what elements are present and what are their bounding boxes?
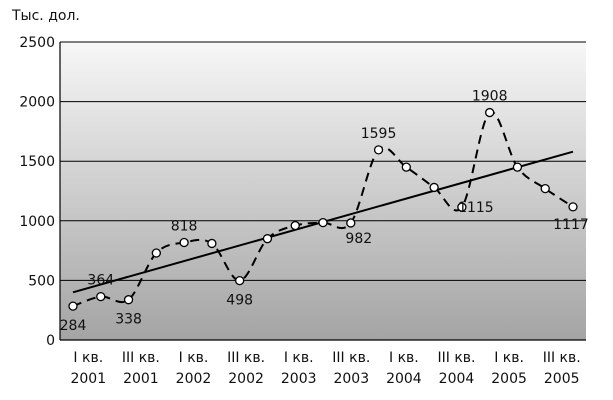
data-point [179, 237, 189, 248]
y-axis-ticks: 0 500 1000 1500 2000 2500 [19, 35, 55, 349]
x-tick-label: III кв. [332, 350, 370, 366]
data-label: 1115 [458, 200, 494, 216]
x-tick-label: I кв. [389, 350, 419, 366]
data-point [96, 291, 106, 302]
data-label: 498 [226, 293, 253, 309]
data-label: 1908 [472, 89, 508, 105]
x-tick-label: 2003 [281, 371, 317, 387]
y-tick-label: 2000 [19, 95, 55, 111]
x-tick-label: III кв. [227, 350, 265, 366]
data-point [512, 162, 523, 172]
data-label: 1117 [553, 217, 589, 233]
y-tick-label: 1500 [19, 154, 55, 170]
grid-lines [59, 41, 586, 341]
x-tick-label: 2002 [228, 371, 264, 387]
data-point [457, 202, 467, 212]
x-tick-label: 2002 [176, 371, 212, 387]
data-point [540, 183, 550, 194]
x-tick-label: 2004 [439, 371, 475, 387]
data-series [68, 107, 578, 311]
data-label: 818 [171, 218, 198, 234]
x-tick-label: 2005 [491, 371, 527, 387]
data-point [568, 202, 578, 212]
data-point [262, 234, 273, 244]
data-label: 284 [60, 318, 87, 334]
y-tick-label: 2500 [19, 35, 55, 51]
data-point [429, 182, 439, 193]
data-label: 1595 [361, 126, 397, 142]
plot-area [60, 42, 586, 340]
x-tick-label: I кв. [494, 350, 524, 366]
x-tick-label: 2004 [386, 371, 422, 387]
unit-label: Тыс. дол. [11, 8, 80, 24]
x-tick-label: 2001 [123, 371, 159, 387]
x-tick-label: 2005 [544, 371, 580, 387]
data-labels: 284 364 338 818 498 982 1595 1115 1908 1117 [60, 89, 589, 335]
y-tick-label: 500 [28, 273, 55, 289]
data-point [123, 295, 134, 305]
data-point [346, 218, 356, 228]
x-tick-label: III кв. [122, 350, 160, 366]
data-point [373, 145, 384, 155]
x-tick-label: I кв. [73, 350, 103, 366]
data-point [318, 217, 328, 228]
y-tick-label: 1000 [19, 214, 55, 230]
x-axis-ticks: I кв. 2001 III кв. 2001 I кв. 2002 III кв. 2002… [70, 350, 580, 387]
data-point [290, 220, 300, 231]
data-label: 364 [87, 273, 114, 289]
data-point [401, 162, 411, 172]
x-tick-label: III кв. [543, 350, 581, 366]
data-point [235, 275, 245, 286]
x-tick-label: 2003 [333, 371, 369, 387]
x-tick-label: I кв. [179, 350, 209, 366]
data-label: 338 [115, 312, 142, 328]
data-label: 982 [345, 231, 372, 247]
x-tick-label: 2001 [70, 371, 106, 387]
x-tick-label: I кв. [284, 350, 314, 366]
data-point [151, 248, 161, 258]
x-tick-label: III кв. [438, 350, 476, 366]
y-tick-label: 0 [46, 333, 55, 349]
data-point [68, 301, 78, 311]
data-point [207, 238, 217, 249]
data-point [485, 107, 495, 118]
